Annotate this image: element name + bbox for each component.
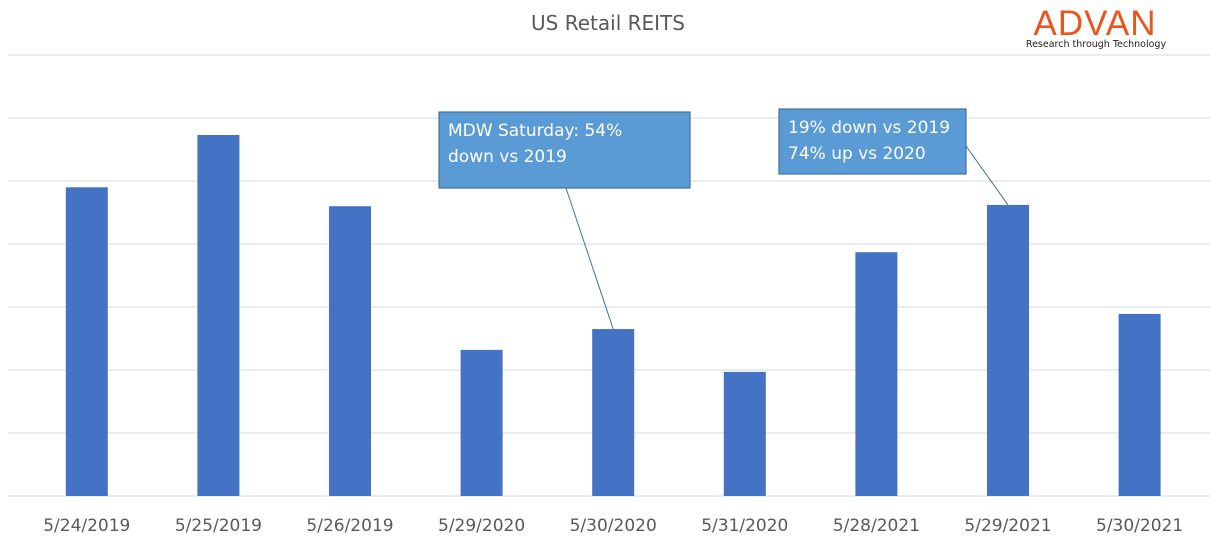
bar-5/30/2020 [592, 329, 635, 496]
logo-tagline: Research through Technology [1026, 39, 1167, 50]
annotation-text: 74% up vs 2020 [788, 144, 926, 164]
bar-5/31/2020 [723, 371, 766, 496]
x-tick-label: 5/30/2020 [570, 516, 657, 536]
x-tick-label: 5/31/2020 [701, 516, 788, 536]
annotation-leader-line [965, 145, 1009, 206]
bar-5/24/2019 [65, 187, 108, 497]
annotation-box [778, 108, 967, 175]
x-tick-label: 5/29/2020 [438, 516, 525, 536]
logo-wordmark: ADVAN [1034, 4, 1157, 43]
bar-5/30/2021 [1118, 313, 1161, 496]
x-tick-label: 5/25/2019 [175, 516, 262, 536]
x-tick-label: 5/26/2019 [306, 516, 393, 536]
x-tick-label: 5/24/2019 [43, 516, 130, 536]
annotation-text: MDW Saturday: 54% [448, 121, 622, 141]
logo: ADVAN Research through Technology [1026, 4, 1167, 50]
bar-5/29/2021 [987, 204, 1029, 496]
x-axis-labels: 5/24/2019 5/25/2019 5/26/2019 5/29/2020 5/30… [43, 516, 1183, 536]
bars [65, 135, 1161, 497]
annotations: MDW Saturday: 54% down vs 2019 19% down vs… [438, 108, 1009, 330]
x-tick-label: 5/30/2021 [1096, 516, 1183, 536]
annotation-leader-line [565, 187, 614, 330]
annotation-box [438, 111, 691, 189]
bar-5/29/2020 [460, 349, 503, 496]
bar-5/25/2019 [197, 135, 240, 496]
x-tick-label: 5/28/2021 [833, 516, 920, 536]
annotation-text: 19% down vs 2019 [788, 118, 950, 138]
annotation-text: down vs 2019 [448, 147, 567, 167]
chart-title: US Retail REITS [531, 11, 685, 35]
bar-5/28/2021 [855, 252, 898, 496]
x-tick-label: 5/29/2021 [964, 516, 1051, 536]
bar-5/26/2019 [329, 206, 371, 496]
